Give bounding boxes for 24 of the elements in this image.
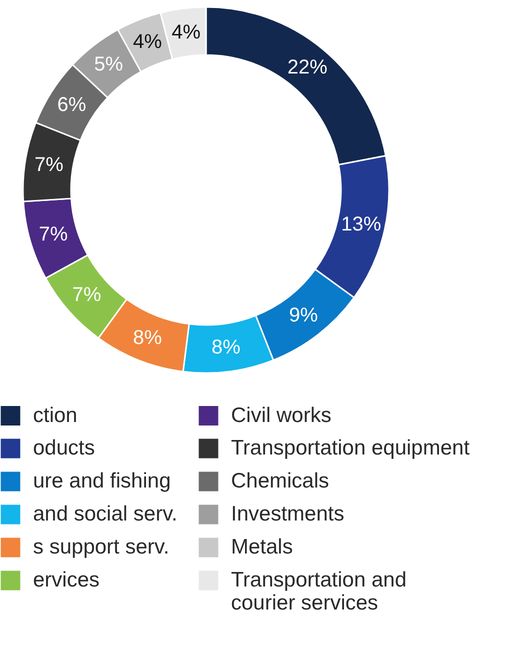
data-label: 13% (341, 214, 382, 236)
legend-label: Transportation equipment (231, 436, 470, 460)
data-label: 8% (133, 326, 162, 349)
data-label: 7% (34, 154, 64, 176)
data-label: 4% (172, 21, 201, 44)
legend-label: Investments (231, 502, 344, 526)
legend-label: Chemicals (231, 470, 330, 492)
legend-label: ervices (33, 568, 100, 592)
legend-label: ure and fishing (33, 470, 171, 492)
data-label: 8% (211, 336, 241, 359)
data-label: 4% (133, 31, 162, 54)
data-label: 22% (287, 56, 328, 78)
legend-label: ction (33, 404, 78, 427)
data-label: 9% (289, 304, 318, 327)
legend-label: oducts (33, 436, 95, 460)
data-label: 6% (57, 94, 86, 116)
legend-label: Metals (231, 536, 293, 558)
legend-label: s support serv. (33, 536, 170, 558)
data-label: 7% (38, 223, 68, 246)
legend-label: Transportation and courier services (231, 568, 406, 614)
legend-label: Civil works (231, 404, 332, 427)
data-label: 5% (94, 53, 124, 76)
data-label: 7% (72, 284, 102, 306)
legend-label: and social serv. (33, 502, 178, 526)
